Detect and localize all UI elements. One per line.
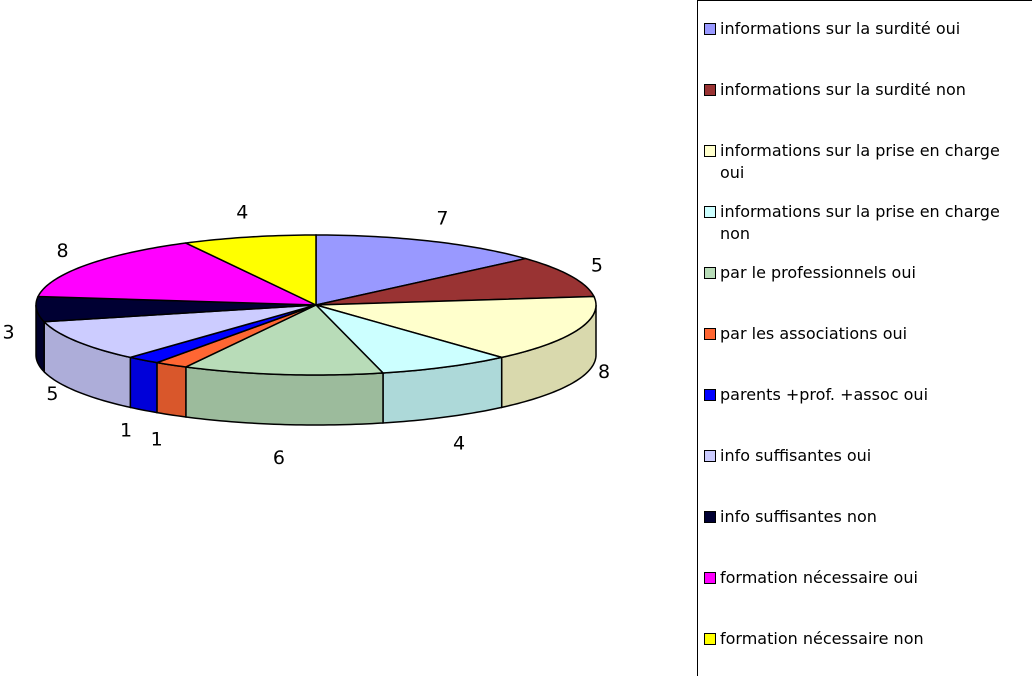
- legend-label: par les associations oui: [720, 324, 908, 343]
- legend-label: info suffisantes non: [720, 507, 877, 526]
- legend-label: informations sur la surdité non: [720, 80, 966, 99]
- slice-side: [129, 356, 158, 414]
- legend-item: info suffisantes non: [704, 506, 1029, 528]
- legend-item: informations sur la prise en charge oui: [704, 140, 1029, 184]
- legend-label: informations sur la surdité oui: [720, 19, 961, 38]
- data-label: 8: [598, 361, 610, 383]
- data-label: 1: [120, 419, 132, 441]
- legend-item: info suffisantes oui: [704, 445, 1029, 467]
- legend-label: informations sur la prise en charge oui: [720, 141, 1000, 182]
- legend-swatch: [704, 389, 716, 401]
- legend-label: formation nécessaire oui: [720, 568, 918, 587]
- slice-side: [156, 361, 187, 418]
- legend-item: par les associations oui: [704, 323, 1029, 345]
- data-label: 8: [56, 240, 68, 262]
- data-label: 7: [436, 207, 448, 229]
- legend-item: par le professionnels oui: [704, 262, 1029, 284]
- data-label: 5: [46, 383, 58, 405]
- slice: [315, 257, 596, 306]
- legend-label: parents +prof. +assoc oui: [720, 385, 929, 404]
- data-label: 6: [273, 447, 285, 469]
- slice-side: [185, 366, 384, 426]
- slice: [183, 234, 317, 307]
- slice: [183, 304, 385, 376]
- legend-item: formation nécessaire non: [704, 628, 1029, 650]
- legend-swatch: [704, 267, 716, 279]
- legend-swatch: [704, 206, 716, 218]
- data-label: 5: [591, 255, 603, 277]
- legend-swatch: [704, 23, 716, 35]
- legend-swatch: [704, 145, 716, 157]
- slice: [36, 242, 317, 306]
- legend-item: formation nécessaire oui: [704, 567, 1029, 589]
- legend-item: informations sur la surdité oui: [704, 18, 1029, 40]
- legend-label: par le professionnels oui: [720, 263, 916, 282]
- slice: [130, 304, 317, 364]
- legend-item: informations sur la prise en charge non: [704, 201, 1029, 245]
- slice: [154, 304, 317, 368]
- data-label: 3: [3, 322, 15, 344]
- slice: [313, 303, 502, 374]
- data-label: 1: [151, 429, 163, 451]
- legend-swatch: [704, 572, 716, 584]
- data-label: 4: [236, 202, 248, 224]
- slice: [315, 234, 526, 306]
- legend-swatch: [704, 328, 716, 340]
- legend-label: informations sur la prise en charge non: [720, 202, 1000, 243]
- pie-area: 7 5 8 4 6 11 5 3 8 4: [3, 202, 610, 469]
- legend: informations sur la surdité oui informati…: [697, 0, 1032, 676]
- legend-swatch: [704, 84, 716, 96]
- legend-swatch: [704, 450, 716, 462]
- legend-label: info suffisantes oui: [720, 446, 872, 465]
- slice: [315, 295, 597, 359]
- legend-item: parents +prof. +assoc oui: [704, 384, 1029, 406]
- legend-swatch: [704, 511, 716, 523]
- legend-item: informations sur la surdité non: [704, 79, 1029, 101]
- legend-swatch: [704, 633, 716, 645]
- data-label: 4: [453, 433, 465, 455]
- legend-label: formation nécessaire non: [720, 629, 924, 648]
- slice: [35, 295, 317, 323]
